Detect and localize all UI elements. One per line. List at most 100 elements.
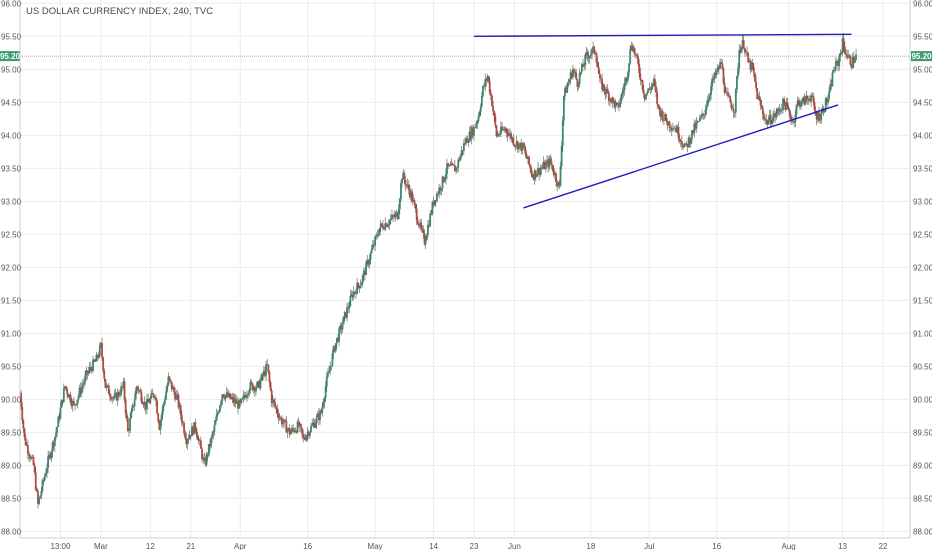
- candle-body: [59, 407, 62, 419]
- candle-body: [831, 72, 834, 87]
- candle-body: [669, 127, 672, 129]
- candle-body: [478, 111, 481, 117]
- candle-body: [841, 38, 844, 53]
- candle-body: [823, 110, 826, 113]
- candle-body: [645, 94, 647, 100]
- candle-body: [575, 72, 578, 80]
- candle-body: [237, 401, 239, 409]
- candle-body: [780, 109, 783, 111]
- candle-body: [20, 392, 23, 408]
- candle-body: [274, 402, 276, 407]
- candle-body: [279, 417, 282, 419]
- candle-body: [196, 434, 199, 440]
- trendlines[interactable]: [473, 33, 852, 209]
- candle-body: [649, 89, 652, 90]
- y-tick-label-left: 90.50: [1, 362, 22, 371]
- candle-body: [612, 97, 615, 101]
- candle-body: [246, 394, 248, 398]
- candle-body: [696, 121, 699, 123]
- candle-body: [332, 346, 335, 354]
- candle-body: [348, 306, 351, 309]
- candle-body: [698, 117, 701, 122]
- candle-body: [120, 386, 123, 395]
- candle-body: [430, 213, 433, 215]
- candle-body: [792, 120, 795, 122]
- candle-body: [242, 394, 245, 398]
- candle-body: [604, 91, 607, 94]
- candle-body: [552, 170, 555, 176]
- candle-body: [428, 224, 430, 227]
- candle-body: [639, 73, 642, 81]
- candle-body: [218, 411, 220, 413]
- candle-body: [444, 173, 447, 179]
- candle-body: [709, 94, 711, 98]
- candle-body: [233, 399, 236, 403]
- candle-body: [117, 392, 120, 396]
- candle-body: [496, 134, 499, 137]
- candle-body: [412, 200, 415, 202]
- candle-body: [493, 111, 496, 116]
- candle-body: [815, 115, 818, 120]
- candle-body: [330, 365, 333, 367]
- candle-body: [307, 432, 310, 436]
- candle-body: [684, 143, 687, 145]
- candle-body: [783, 98, 786, 103]
- candle-body: [39, 495, 42, 499]
- candle-body: [234, 399, 237, 404]
- candle-body: [600, 78, 602, 80]
- candle-body: [457, 159, 460, 168]
- candle-body: [818, 112, 820, 121]
- candle-body: [389, 218, 392, 221]
- candle-body: [667, 121, 670, 126]
- candle-body: [171, 387, 174, 390]
- y-tick-label-right: 96.00: [913, 0, 932, 8]
- trendline-resistance: [473, 33, 852, 38]
- candle-body: [82, 384, 84, 387]
- candle-body: [415, 208, 418, 221]
- candle-body: [812, 95, 815, 102]
- candle-body: [501, 126, 503, 131]
- candle-body: [185, 438, 188, 445]
- candle-body: [589, 54, 592, 56]
- candle-body: [840, 52, 843, 54]
- candle-body: [456, 167, 459, 169]
- candle-body: [467, 141, 470, 143]
- candle-body: [351, 294, 354, 298]
- candle-body: [121, 386, 124, 388]
- candle-body: [55, 432, 57, 438]
- candle-body: [595, 53, 598, 63]
- candle-body: [271, 399, 274, 404]
- candle-body: [622, 89, 625, 93]
- candle-body: [67, 393, 70, 398]
- candle-body: [718, 66, 720, 69]
- candle-body: [553, 173, 556, 176]
- candle-body: [402, 172, 405, 179]
- candle-body: [691, 130, 693, 140]
- candle-body: [170, 381, 173, 390]
- candle-body: [706, 100, 709, 107]
- candle-body: [358, 285, 361, 289]
- candle-body: [232, 397, 235, 403]
- candle-body: [567, 82, 570, 86]
- candle-body: [122, 381, 125, 387]
- candle-body: [518, 144, 520, 150]
- candle-body: [583, 65, 586, 67]
- candle-body: [750, 62, 753, 70]
- candle-body: [559, 166, 562, 186]
- candle-body: [525, 155, 528, 159]
- candle-body: [397, 209, 400, 220]
- candle-body: [260, 374, 263, 381]
- candle-body: [314, 423, 317, 428]
- candle-body: [680, 141, 683, 145]
- candle-body: [571, 69, 574, 78]
- candle-body: [631, 46, 634, 52]
- candle-body: [740, 47, 743, 53]
- candle-body: [756, 87, 759, 100]
- candle-body: [368, 259, 371, 265]
- candle-body: [393, 216, 396, 218]
- candle-body: [758, 96, 761, 100]
- candle-body: [35, 489, 38, 492]
- candle-body: [313, 422, 316, 428]
- candle-body: [114, 393, 117, 396]
